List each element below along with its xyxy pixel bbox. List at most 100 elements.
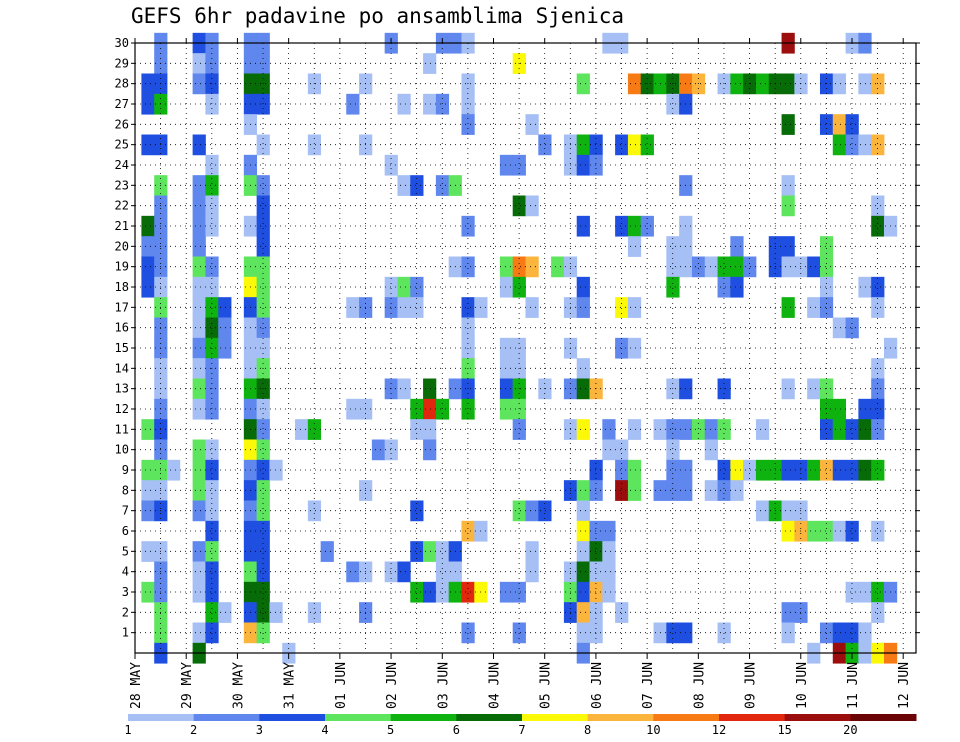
legend-label: 8 [584, 723, 591, 737]
precip-cell [410, 398, 424, 420]
precip-cell [410, 175, 424, 196]
precip-cell [576, 358, 590, 379]
precip-cell [781, 459, 795, 481]
precip-cell [832, 459, 846, 481]
precip-cell [192, 134, 206, 156]
precip-cell [410, 500, 424, 522]
precip-cell [819, 459, 834, 481]
precip-cell [845, 114, 859, 135]
precip-cell [819, 398, 834, 420]
precip-cell [525, 256, 539, 278]
precip-cell [589, 459, 603, 481]
precip-cell [871, 276, 885, 298]
precip-cell [435, 93, 450, 115]
precip-cell [576, 276, 590, 298]
precip-cell [845, 622, 859, 644]
precip-cell [205, 581, 219, 603]
precip-cell [781, 602, 795, 623]
precip-cell [871, 398, 885, 420]
precip-cell [192, 581, 206, 603]
y-tick-label: 12 [115, 402, 129, 416]
precip-cell [576, 480, 590, 501]
precip-cell [627, 215, 642, 237]
precip-cell [743, 459, 757, 481]
precip-cell [871, 297, 885, 318]
precip-cell [589, 134, 603, 156]
precip-cell [845, 581, 859, 603]
precip-cell [435, 561, 450, 583]
y-tick-label: 26 [115, 117, 129, 131]
precip-cell [499, 154, 514, 176]
y-tick-label: 29 [115, 56, 129, 70]
precip-cell [256, 439, 270, 461]
precip-cell [499, 378, 514, 400]
precip-cell [410, 276, 424, 298]
x-tick-label: 29 MAY [180, 662, 195, 709]
precip-cell [512, 622, 526, 644]
precip-cell [192, 175, 206, 196]
precip-cell [256, 317, 270, 339]
legend-color-swatch [456, 714, 523, 721]
precip-cell [551, 256, 565, 278]
precip-cell [461, 581, 475, 603]
precip-cell [589, 602, 603, 623]
precip-cell [141, 236, 155, 257]
precip-cell [525, 541, 539, 562]
precip-cell [461, 256, 475, 278]
precip-cell [499, 256, 514, 278]
legend-color-swatch [259, 714, 326, 721]
precip-cell [512, 581, 526, 603]
precip-cell [602, 419, 616, 440]
precip-cell [256, 134, 270, 156]
precip-cell [192, 439, 206, 461]
y-tick-label: 19 [115, 260, 129, 274]
precip-cell [205, 297, 219, 318]
precip-cell [192, 195, 206, 217]
y-tick-label: 1 [122, 626, 129, 640]
precip-cell [576, 602, 590, 623]
precip-cell [576, 73, 590, 95]
precip-cell [832, 520, 846, 542]
legend-label: 20 [843, 723, 857, 737]
legend-label: 3 [256, 723, 263, 737]
precip-cell [397, 93, 411, 115]
precip-cell [755, 419, 770, 440]
precip-cell [858, 419, 872, 440]
precip-cell [781, 73, 795, 95]
precip-cell [141, 541, 155, 562]
x-tick-label: 07 JUN [641, 662, 656, 709]
precip-cell [256, 480, 270, 501]
precip-cell [807, 459, 821, 481]
precip-cell [576, 215, 590, 237]
precip-cell [666, 459, 680, 481]
legend-label: 4 [321, 723, 328, 737]
legend-color-swatch [784, 714, 851, 721]
precip-cell [346, 398, 360, 420]
precip-cell [730, 256, 744, 278]
y-tick-label: 27 [115, 97, 129, 111]
precip-cell [819, 297, 834, 318]
precip-cell [666, 622, 680, 644]
precip-cell [256, 195, 270, 217]
precip-cell [832, 317, 846, 339]
precip-cell [858, 276, 872, 298]
precip-cell [256, 419, 270, 440]
precip-cell [256, 398, 270, 420]
precip-cell [461, 317, 475, 339]
y-tick-label: 25 [115, 138, 129, 152]
legend-color-swatch [587, 714, 654, 721]
legend-label: 12 [712, 723, 726, 737]
precip-cell [461, 215, 475, 237]
precip-cell [871, 134, 885, 156]
chart-title: GEFS 6hr padavine po ansamblima Sjenica [131, 4, 625, 28]
precip-cell [205, 256, 219, 278]
precip-cell [141, 581, 155, 603]
precip-cell [704, 256, 718, 278]
precip-cell [730, 236, 744, 257]
precip-cell [371, 439, 386, 461]
precip-cell [666, 236, 680, 257]
precip-cell [717, 419, 731, 440]
legend-color-swatch [390, 714, 457, 721]
precip-cell [499, 581, 514, 603]
x-tick-label: 31 MAY [283, 662, 298, 709]
